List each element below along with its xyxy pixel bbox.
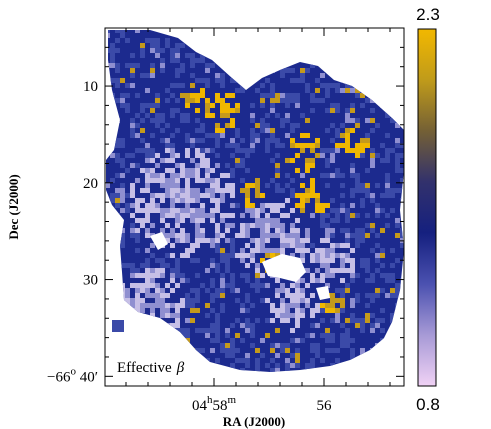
y-tick-label-30: 30 (83, 273, 98, 289)
effective-beta-map (106, 28, 404, 372)
map-hole-2 (106, 220, 120, 250)
map-hole-0 (262, 254, 306, 282)
colorbar (417, 28, 437, 387)
colorbar-max-label: 2.3 (416, 5, 440, 24)
y-axis-label: Dec (J2000) (6, 174, 21, 239)
map-isolated-blob (112, 320, 124, 332)
tick-marks (105, 28, 404, 386)
y-tick-label-20: 20 (83, 176, 98, 192)
colorbar-min-label: 0.8 (416, 395, 440, 414)
map-holes (106, 28, 404, 332)
x-tick-label-0458: 04h58m (192, 394, 237, 414)
x-tick-label-56: 56 (317, 398, 333, 414)
panel-label: Effective β (117, 360, 185, 376)
map-hole-1 (316, 286, 330, 300)
map-hole-3 (150, 232, 168, 250)
y-tick-labels: 10 20 30 −66o 40′ (47, 79, 98, 385)
map-hole-4 (380, 28, 404, 40)
x-axis-label: RA (J2000) (223, 414, 285, 429)
y-tick-label-40: −66o 40′ (47, 365, 98, 385)
y-tick-label-10: 10 (83, 79, 98, 95)
axes-frame (104, 27, 405, 387)
